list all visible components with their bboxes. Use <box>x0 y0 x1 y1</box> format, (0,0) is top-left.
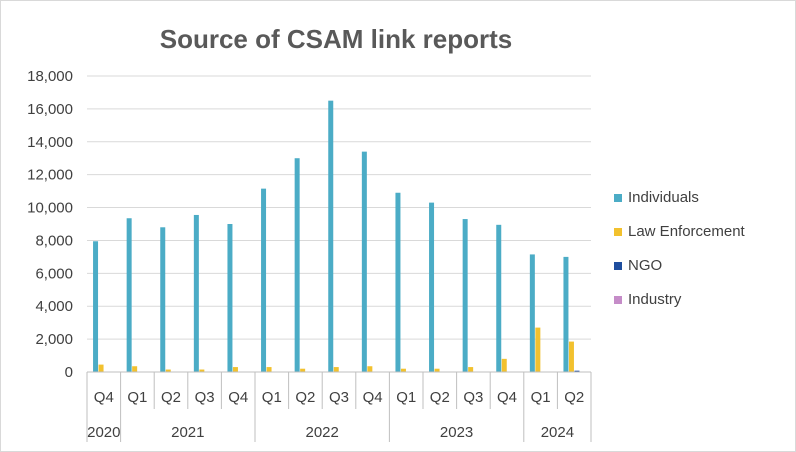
x-group-label: 2021 <box>171 424 204 441</box>
bars <box>93 100 580 373</box>
y-tick-label: 12,000 <box>27 167 73 184</box>
y-axis: 0 2,000 4,000 6,000 8,000 10,000 12,000 14,000 1… <box>27 68 73 381</box>
bar-individuals <box>193 214 199 372</box>
bar-individuals <box>294 158 300 372</box>
y-tick-label: 16,000 <box>27 101 73 118</box>
bar-law-enforcement <box>98 364 104 372</box>
legend-label: NGO <box>628 257 662 274</box>
y-tick-label: 18,000 <box>27 68 73 85</box>
chart-title: Source of CSAM link reports <box>160 24 513 54</box>
bar-ngo <box>574 370 580 372</box>
x-tick-label: Q1 <box>396 389 416 406</box>
bar-law-enforcement <box>367 366 373 372</box>
x-tick-label: Q4 <box>497 389 517 406</box>
y-tick-label: 10,000 <box>27 200 73 217</box>
x-tick-label: Q4 <box>94 389 114 406</box>
bar-law-enforcement <box>333 367 339 372</box>
y-tick-label: 14,000 <box>27 134 73 151</box>
bar-law-enforcement <box>232 367 238 372</box>
bar-individuals <box>529 254 535 372</box>
bar-individuals <box>227 224 233 372</box>
legend-label: Industry <box>628 291 682 308</box>
legend-swatch <box>614 228 622 236</box>
bar-law-enforcement <box>568 341 574 372</box>
bar-individuals <box>462 219 468 372</box>
legend-label: Individuals <box>628 189 699 206</box>
x-axis: Q4 Q1 Q2 Q3 Q4 Q1 Q2 Q3 Q4 Q1 Q2 Q3 Q4 Q1 Q2 2020 2021 20… <box>86 371 592 442</box>
bar-law-enforcement <box>165 369 171 372</box>
x-tick-label: Q2 <box>430 389 450 406</box>
legend-swatch <box>614 194 622 202</box>
bar-individuals <box>429 202 435 372</box>
bar-individuals <box>328 100 334 373</box>
x-tick-label: Q1 <box>127 389 147 406</box>
x-tick-label: Q3 <box>463 389 483 406</box>
x-tick-label: Q2 <box>564 389 584 406</box>
y-tick-label: 4,000 <box>35 298 73 315</box>
x-group-label: 2024 <box>541 424 574 441</box>
y-tick-label: 0 <box>65 364 73 381</box>
bar-individuals <box>496 224 502 372</box>
bar-individuals <box>361 151 367 372</box>
bar-individuals <box>563 256 569 372</box>
y-tick-label: 6,000 <box>35 265 73 282</box>
bar-individuals <box>126 218 132 372</box>
legend-swatch <box>614 262 622 270</box>
bar-law-enforcement <box>300 368 306 372</box>
x-tick-label: Q2 <box>295 389 315 406</box>
bar-individuals <box>261 188 267 372</box>
bar-law-enforcement <box>468 367 474 372</box>
bar-law-enforcement <box>535 327 541 372</box>
legend: Individuals Law Enforcement NGO Industry <box>614 189 746 308</box>
x-tick-label: Q3 <box>329 389 349 406</box>
y-tick-label: 2,000 <box>35 331 73 348</box>
legend-label: Law Enforcement <box>628 223 746 240</box>
x-tick-label: Q4 <box>228 389 248 406</box>
bar-individuals <box>93 241 99 372</box>
legend-swatch <box>614 296 622 304</box>
bar-individuals <box>395 192 401 372</box>
y-tick-label: 8,000 <box>35 232 73 249</box>
x-group-label: 2020 <box>87 424 120 441</box>
x-group-label: 2022 <box>306 424 339 441</box>
x-tick-label: Q1 <box>262 389 282 406</box>
bar-law-enforcement <box>199 369 205 372</box>
x-group-label: 2023 <box>440 424 473 441</box>
x-tick-label: Q2 <box>161 389 181 406</box>
bar-law-enforcement <box>132 366 138 372</box>
bar-law-enforcement <box>501 358 507 372</box>
x-tick-label: Q3 <box>195 389 215 406</box>
bar-law-enforcement <box>266 367 272 372</box>
bar-law-enforcement <box>434 368 440 372</box>
gridlines <box>87 75 591 373</box>
x-tick-label: Q4 <box>363 389 383 406</box>
bar-individuals <box>160 227 166 372</box>
bar-law-enforcement <box>400 368 406 372</box>
x-tick-label: Q1 <box>531 389 551 406</box>
